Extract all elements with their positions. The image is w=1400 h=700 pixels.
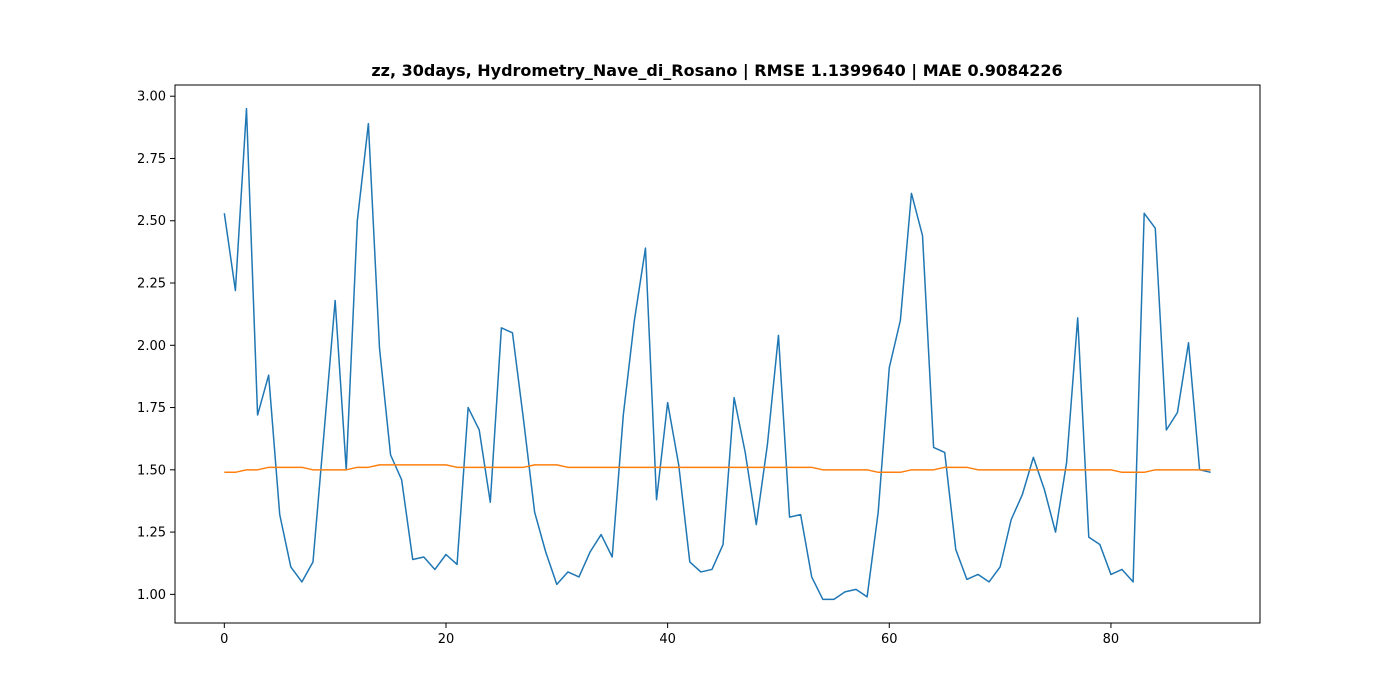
x-tick-label: 80	[1103, 632, 1120, 647]
series-line-1	[224, 464, 1211, 474]
x-tick-label: 40	[659, 632, 676, 647]
plot-frame	[174, 84, 1261, 624]
y-tick-label: 1.50	[137, 463, 166, 478]
y-tick-label: 2.50	[137, 214, 166, 229]
x-tick-label: 60	[881, 632, 898, 647]
x-tick-label: 0	[220, 632, 228, 647]
y-tick-label: 3.00	[137, 90, 166, 105]
series-line-0	[223, 107, 1211, 601]
x-tick-label: 20	[438, 632, 455, 647]
y-tick-label: 2.00	[137, 339, 166, 354]
axes-layer: 0 20 40 60 80 1.00 1.25 1.50 1.75 2.00 2.25 2.50 2.7…	[137, 84, 1261, 647]
y-tick-label: 1.25	[137, 526, 166, 541]
chart-title: zz, 30days, Hydrometry_Nave_di_Rosano | …	[371, 61, 1062, 81]
series-layer	[223, 107, 1211, 601]
y-tick-label: 2.25	[137, 277, 166, 292]
y-tick-label: 1.75	[137, 401, 166, 416]
y-tick-label: 2.75	[137, 152, 166, 167]
y-tick-label: 1.00	[137, 588, 166, 603]
